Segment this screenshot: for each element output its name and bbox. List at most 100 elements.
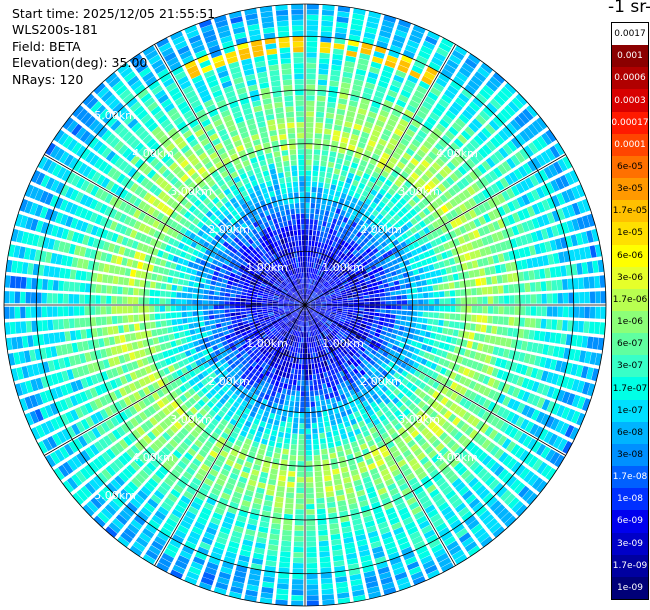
ray-gate-cell [312, 235, 316, 241]
ray-gate-cell [512, 328, 519, 338]
ray-gate-cell [466, 414, 476, 425]
ray-gate-cell [384, 410, 393, 418]
ray-gate-cell [511, 500, 524, 513]
ray-gate-cell [398, 19, 412, 29]
ray-gate-cell [306, 294, 308, 300]
ray-gate-cell [506, 122, 517, 135]
ray-gate-cell [438, 557, 452, 568]
ray-gate-cell [393, 526, 405, 536]
ray-gate-cell [518, 485, 530, 498]
ray-gate-cell [328, 317, 334, 321]
ray-gate-cell [52, 319, 59, 330]
ray-gate-cell [393, 324, 400, 330]
ray-gate-cell [385, 309, 391, 314]
ray-gate-cell [359, 241, 366, 248]
ray-gate-cell [317, 524, 328, 531]
ray-gate-cell [468, 209, 477, 219]
ray-gate-cell [420, 475, 431, 485]
ray-gate-cell [152, 337, 160, 345]
ray-gate-cell [377, 521, 389, 530]
ray-gate-cell [361, 190, 369, 198]
ray-gate-cell [322, 266, 327, 272]
ray-gate-cell [452, 76, 465, 87]
ray-gate-cell [382, 351, 389, 358]
ray-gate-cell [361, 320, 368, 325]
ray-gate-cell [306, 283, 308, 289]
ray-gate-cell [312, 293, 317, 298]
ray-gate-cell [356, 187, 363, 195]
ray-gate-cell [409, 393, 418, 402]
ray-gate-cell [117, 315, 123, 324]
ray-gate-cell [436, 552, 449, 563]
ray-gate-cell [333, 435, 341, 442]
ray-gate-cell [176, 312, 182, 318]
ray-gate-cell [423, 292, 429, 299]
ray-gate-cell [399, 541, 411, 551]
ray-gate-cell [310, 325, 314, 331]
ray-gate-cell [526, 258, 534, 269]
ray-gate-cell [526, 205, 536, 217]
ray-gate-cell [404, 238, 412, 246]
ray-gate-cell [402, 332, 409, 338]
ray-gate-cell [310, 284, 313, 290]
ray-gate-cell [399, 118, 409, 128]
ray-gate-cell [310, 203, 316, 209]
ray-gate-cell [555, 266, 562, 278]
ray-gate-cell [521, 259, 528, 270]
ray-gate-cell [387, 174, 396, 183]
ray-gate-cell [310, 306, 316, 309]
ray-gate-cell [564, 172, 575, 186]
ray-gate-cell [529, 174, 539, 187]
ray-gate-cell [404, 421, 413, 430]
ray-gate-cell [329, 189, 335, 196]
ray-gate-cell [422, 559, 436, 570]
ray-gate-cell [402, 272, 409, 278]
ray-gate-cell [337, 152, 345, 160]
ray-gate-cell [315, 352, 319, 358]
ray-gate-cell [332, 350, 337, 356]
ray-gate-cell [353, 79, 364, 87]
ray-gate-cell [348, 253, 355, 259]
ray-gate-cell [410, 249, 418, 257]
ray-gate-cell [429, 190, 438, 200]
ray-gate-cell [345, 55, 356, 63]
ray-gate-cell [345, 318, 351, 323]
ray-gate-cell [306, 541, 317, 547]
ray-gate-cell [313, 311, 318, 316]
ray-gate-cell [189, 329, 196, 335]
ray-gate-cell [352, 84, 363, 92]
ray-gate-cell [325, 311, 331, 315]
ray-gate-cell [418, 520, 430, 530]
ray-gate-cell [404, 203, 413, 211]
ray-gate-cell [346, 316, 352, 320]
ray-gate-cell [334, 335, 339, 341]
ray-gate-cell [448, 321, 455, 328]
ray-gate-cell [383, 245, 391, 252]
ray-gate-cell [450, 442, 460, 453]
ray-gate-cell [323, 243, 328, 250]
ray-gate-cell [402, 152, 412, 161]
ray-gate-cell [297, 461, 305, 467]
ray-gate-cell [27, 335, 34, 348]
ray-gate-cell [353, 123, 363, 131]
ray-gate-cell [262, 307, 268, 310]
ray-gate-cell [458, 532, 472, 543]
ray-gate-cell [312, 176, 318, 182]
ray-gate-cell [307, 295, 310, 300]
ray-gate-cell [400, 241, 408, 248]
ray-gate-cell [376, 40, 389, 49]
ray-gate-cell [313, 224, 318, 231]
ray-gate-cell [347, 207, 354, 214]
ray-gate-cell [353, 368, 359, 375]
ray-gate-cell [380, 468, 390, 477]
ray-gate-cell [403, 166, 413, 175]
ray-gate-cell [325, 118, 334, 124]
ray-gate-cell [358, 276, 364, 281]
ray-gate-cell [276, 583, 289, 590]
ray-gate-cell [183, 324, 189, 330]
ray-gate-cell [357, 108, 367, 116]
ray-gate-cell [366, 346, 373, 352]
ray-gate-cell [333, 124, 342, 131]
ray-gate-cell [396, 310, 402, 315]
ray-gate-cell [370, 201, 378, 209]
